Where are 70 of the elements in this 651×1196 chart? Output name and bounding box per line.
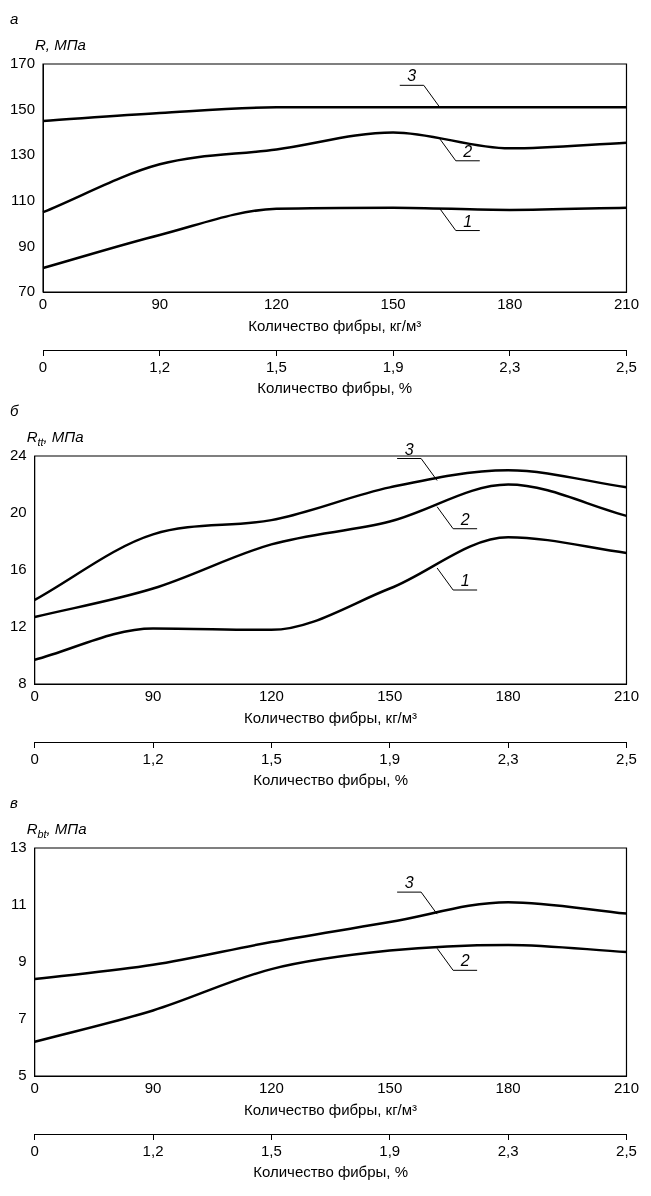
- annotation: 1,5: [265, 358, 287, 376]
- y-axis-title: R, МПа: [35, 36, 86, 53]
- annotation: 2,3: [497, 750, 519, 768]
- y-tick-label: 90: [18, 236, 36, 254]
- series-label: 3: [404, 440, 414, 458]
- y-tick-label: 9: [18, 952, 27, 970]
- series-label: 1: [463, 212, 473, 230]
- series-label: 3: [404, 874, 414, 892]
- x-tick-label: 150: [380, 295, 406, 313]
- y-tick-label: 170: [10, 54, 36, 72]
- y-tick-label: 24: [10, 446, 27, 464]
- y-tick-label: 130: [10, 145, 36, 163]
- annotation: 1,9: [382, 358, 404, 376]
- x-tick-label: 120: [263, 295, 289, 313]
- annotation: 2,5: [616, 358, 637, 376]
- annotation: 1,2: [142, 750, 164, 768]
- x-tick-label: 120: [258, 687, 284, 705]
- x-tick-label: 180: [495, 687, 521, 705]
- series-label: 2: [462, 142, 473, 160]
- annotation: 1,2: [149, 358, 171, 376]
- chart-title: в: [10, 794, 18, 811]
- annotation: 0: [30, 750, 39, 768]
- x-axis-title: Количество фибры, кг/м³: [248, 317, 422, 335]
- x-tick-label: 210: [613, 295, 639, 313]
- series-label: 3: [407, 67, 417, 85]
- x2-axis-title: Количество фибры, %: [253, 1163, 408, 1181]
- y-tick-label: 20: [10, 503, 27, 521]
- annotation: 2,5: [616, 1142, 637, 1160]
- x-tick-label: 0: [38, 295, 48, 313]
- annotation: 1,5: [260, 1142, 282, 1160]
- series-label: 2: [459, 952, 470, 970]
- y-tick-label: 13: [10, 838, 27, 856]
- chart-title: а: [10, 10, 19, 27]
- y-tick-label: 110: [11, 190, 36, 208]
- y-tick-label: 5: [18, 1066, 27, 1084]
- x-tick-label: 120: [258, 1079, 284, 1097]
- y-tick-label: 8: [18, 674, 27, 692]
- x-tick-label: 90: [144, 1079, 162, 1097]
- y-tick-label: 150: [10, 99, 36, 117]
- annotation: 0: [38, 358, 48, 376]
- x-tick-label: 180: [497, 295, 523, 313]
- annotation: 1,9: [379, 1142, 401, 1160]
- series-label: 1: [460, 572, 470, 590]
- x-axis-title: Количество фибры, кг/м³: [244, 1101, 418, 1119]
- y-tick-label: 16: [10, 560, 27, 578]
- x2-axis-title: Количество фибры, %: [253, 771, 408, 789]
- annotation: 1,2: [142, 1142, 164, 1160]
- x-tick-label: 0: [30, 1079, 39, 1097]
- annotation: 2,3: [499, 358, 521, 376]
- x2-axis-title: Количество фибры, %: [257, 379, 413, 397]
- annotation: 0: [30, 1142, 39, 1160]
- x-tick-label: 90: [144, 687, 162, 705]
- x-tick-label: 90: [151, 295, 169, 313]
- x-tick-label: 210: [613, 687, 639, 705]
- annotation: 2,3: [497, 1142, 519, 1160]
- annotation: 2,5: [616, 750, 637, 768]
- y-tick-label: 11: [11, 895, 27, 913]
- x-axis-title: Количество фибры, кг/м³: [244, 709, 418, 727]
- x-tick-label: 180: [495, 1079, 521, 1097]
- series-label: 2: [459, 510, 470, 528]
- annotation: 1,5: [260, 750, 282, 768]
- y-tick-label: 12: [10, 617, 27, 635]
- x-tick-label: 0: [30, 687, 39, 705]
- x-tick-label: 150: [377, 1079, 403, 1097]
- y-tick-label: 70: [18, 282, 36, 300]
- annotation: 1,9: [379, 750, 401, 768]
- x-tick-label: 150: [377, 687, 403, 705]
- x-tick-label: 210: [613, 1079, 639, 1097]
- y-tick-label: 7: [18, 1009, 27, 1027]
- chart-title: б: [10, 402, 19, 419]
